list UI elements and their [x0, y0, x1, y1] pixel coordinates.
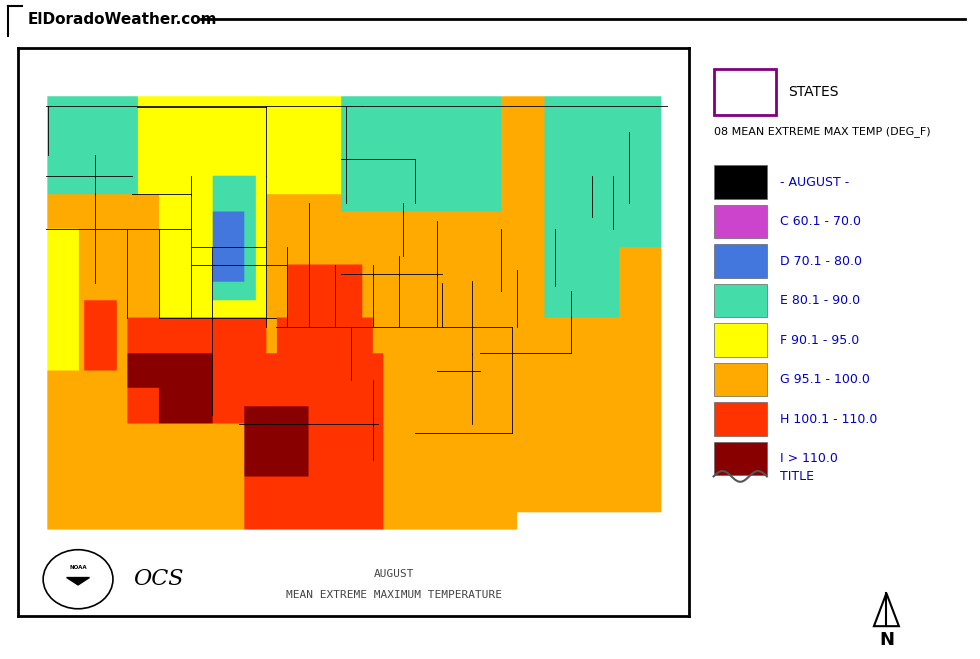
Text: N: N	[879, 631, 894, 648]
Text: 08 MEAN EXTREME MAX TEMP (DEG_F): 08 MEAN EXTREME MAX TEMP (DEG_F)	[713, 126, 930, 136]
Text: OCS: OCS	[133, 568, 184, 590]
Text: C 60.1 - 70.0: C 60.1 - 70.0	[780, 215, 861, 229]
Circle shape	[43, 550, 113, 609]
Text: NOAA: NOAA	[70, 565, 87, 571]
Text: G 95.1 - 100.0: G 95.1 - 100.0	[780, 373, 870, 386]
Text: ElDoradoWeather.com: ElDoradoWeather.com	[27, 12, 217, 27]
Polygon shape	[67, 577, 89, 585]
Text: AUGUST: AUGUST	[373, 569, 414, 579]
Text: H 100.1 - 110.0: H 100.1 - 110.0	[780, 413, 878, 426]
Text: STATES: STATES	[788, 84, 839, 99]
Text: - AUGUST -: - AUGUST -	[780, 176, 850, 189]
Bar	[713, 362, 767, 396]
Text: E 80.1 - 90.0: E 80.1 - 90.0	[780, 295, 860, 307]
Bar	[713, 205, 767, 239]
Bar	[713, 324, 767, 357]
Text: F 90.1 - 95.0: F 90.1 - 95.0	[780, 333, 859, 347]
Text: D 70.1 - 80.0: D 70.1 - 80.0	[780, 255, 862, 268]
Bar	[713, 284, 767, 318]
Text: TITLE: TITLE	[780, 470, 814, 483]
Text: I > 110.0: I > 110.0	[780, 452, 838, 465]
Bar	[713, 244, 767, 278]
Bar	[713, 165, 767, 199]
Bar	[713, 69, 776, 115]
Bar	[713, 442, 767, 475]
Bar	[713, 402, 767, 436]
Text: MEAN EXTREME MAXIMUM TEMPERATURE: MEAN EXTREME MAXIMUM TEMPERATURE	[285, 590, 502, 600]
